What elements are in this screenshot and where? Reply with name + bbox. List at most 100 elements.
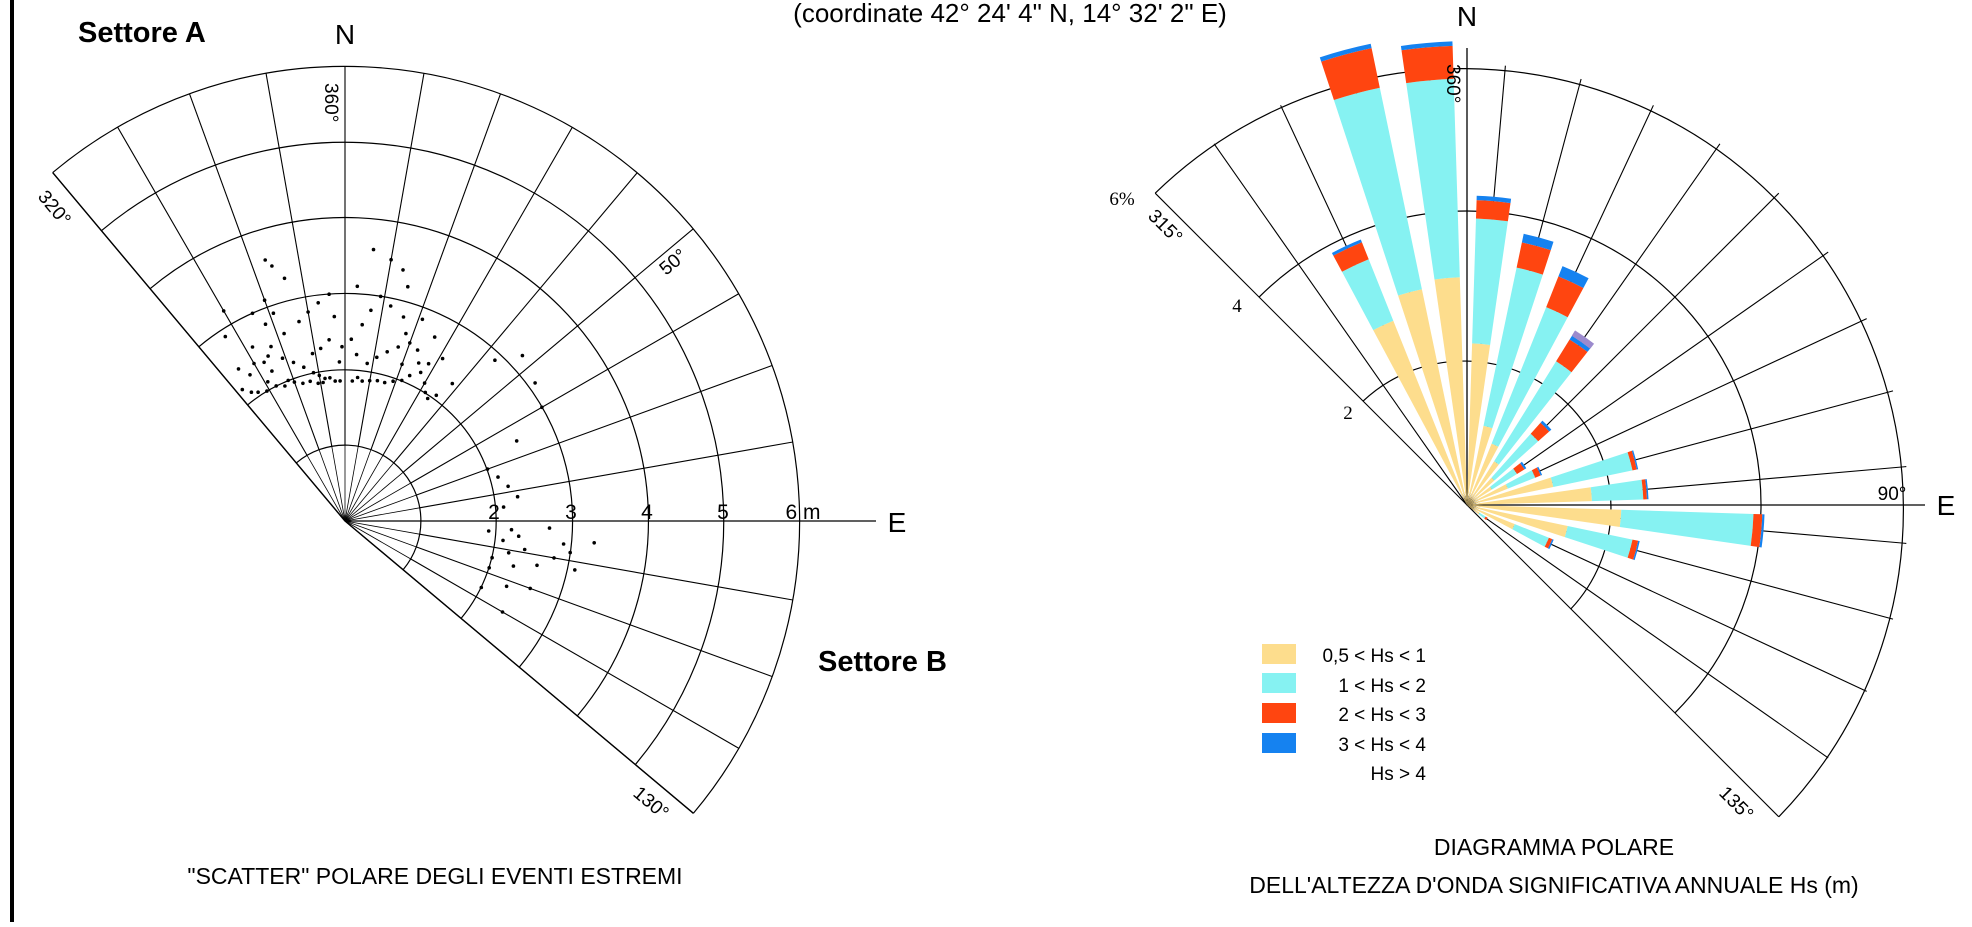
scatter-point (301, 381, 305, 386)
rose-bar-345-2 (1321, 48, 1380, 100)
right-east-label: E (1937, 490, 1956, 521)
scatter-point (401, 315, 406, 319)
rose-bar-125-1 (1478, 512, 1486, 519)
scatter-point (291, 360, 296, 365)
rose-bar-5-1 (1472, 218, 1508, 345)
left-inner-spoke-10 (344, 446, 359, 522)
scatter-point (318, 346, 323, 351)
scatter-point (573, 568, 577, 572)
left-ring-1 (295, 444, 422, 571)
left-inner-spoke-350 (331, 446, 346, 522)
scatter-point (271, 311, 276, 316)
left-angle-label-50: 50° (656, 245, 692, 280)
rose-bar-345-1 (1333, 87, 1422, 296)
scatter-point (479, 585, 484, 590)
scatter-point (514, 439, 519, 443)
scatter-point (515, 494, 520, 499)
scatter-point (400, 378, 404, 383)
rose-bar-65-2 (1531, 467, 1541, 478)
right-spoke-125 (1466, 504, 1829, 759)
rose-bar-15-3 (1521, 233, 1554, 251)
rose-bar-55-3 (1520, 461, 1527, 470)
scatter-point (568, 550, 572, 555)
rose-bar-95-0 (1467, 505, 1622, 527)
rose-bar-15-0 (1467, 425, 1493, 505)
scatter-point (337, 360, 342, 364)
scatter-point (391, 379, 395, 384)
rose-bar-115-3 (1548, 539, 1554, 550)
scatter-point (415, 348, 420, 352)
scatter-point (378, 294, 383, 299)
legend-item-1-2: 1 < Hs < 2 (1262, 673, 1426, 697)
scatter-point (487, 566, 492, 570)
scatter-point (404, 331, 408, 336)
rose-bar-55-0 (1467, 486, 1492, 505)
scatter-point (221, 309, 226, 313)
scatter-point (388, 304, 393, 308)
left-inner-spoke-340 (318, 449, 346, 522)
scatter-point (382, 380, 387, 385)
left-spoke-50 (402, 228, 694, 473)
scatter-point (282, 276, 287, 281)
scatter-point (223, 334, 228, 339)
scatter-point (327, 338, 331, 342)
scatter-point (354, 352, 359, 357)
scatter-point (426, 361, 431, 366)
right-angle-label-90: 90° (1878, 484, 1907, 505)
scatter-point (266, 354, 270, 358)
right-chart-title-line1: DIAGRAMMA POLARE (1434, 834, 1674, 860)
scatter-point (262, 360, 266, 365)
scatter-point (367, 378, 372, 383)
legend-swatch-1-2 (1262, 673, 1296, 693)
rose-bar-35-0 (1467, 461, 1499, 505)
left-inner-spoke-30 (344, 455, 384, 522)
scatter-point (547, 526, 552, 530)
left-angle-label-360: 360° (320, 83, 341, 122)
left-ring-6 (52, 65, 801, 814)
rose-bar-15-2 (1516, 242, 1551, 275)
left-east-label: E (888, 507, 907, 538)
left-inner-spoke-330 (306, 455, 346, 522)
left-inner-spoke-20 (344, 449, 372, 522)
rose-bar-105-3 (1633, 540, 1640, 561)
right-spoke-135 (1466, 504, 1780, 818)
left-inner-spoke-120 (344, 520, 411, 560)
coordinates-caption: (coordinate 42° 24' 4" N, 14° 32' 2" E) (793, 0, 1227, 28)
scatter-point (485, 467, 490, 471)
scatter-point (328, 376, 332, 380)
rose-bar-75-1 (1550, 452, 1633, 487)
rose-bar-25-2 (1546, 276, 1584, 318)
rose-bar-85-0 (1467, 487, 1592, 505)
scatter-point (535, 563, 539, 568)
rose-bar-5-2 (1476, 200, 1511, 222)
left-radial-label-5: 5 (717, 501, 729, 524)
scatter-point (250, 311, 255, 316)
scatter-point (434, 393, 439, 398)
scatter-point (396, 345, 401, 349)
rose-bar-355-2 (1401, 45, 1454, 84)
rose-bar-65-1 (1505, 470, 1536, 489)
right-radial-label-6pct: 6% (1109, 189, 1135, 210)
right-rose-bars (1319, 41, 1765, 561)
scatter-point (302, 365, 306, 370)
rose-bar-65-3 (1537, 466, 1543, 476)
scatter-point (520, 353, 525, 358)
scatter-point (389, 257, 393, 262)
scatter-point (349, 337, 354, 342)
rose-bar-355-3 (1400, 41, 1453, 51)
scatter-point (350, 379, 355, 383)
legend-swatch-3-4 (1262, 733, 1296, 753)
rose-bar-335-1 (1342, 259, 1394, 331)
scatter-point (432, 335, 437, 339)
left-spoke-40 (393, 172, 638, 464)
scatter-point (240, 387, 245, 392)
scatter-point (283, 384, 287, 388)
legend-item-2-3: 2 < Hs < 3 (1262, 703, 1426, 726)
scatter-point (333, 379, 338, 383)
right-chart-title-line2: DELL'ALTEZZA D'ONDA SIGNIFICATIVA ANNUAL… (1249, 872, 1858, 898)
legend-swatch-05-1 (1262, 644, 1296, 664)
scatter-point (401, 268, 405, 272)
left-ring-4 (149, 216, 650, 717)
right-radial-label-2: 2 (1343, 403, 1353, 424)
rose-bar-335-2 (1333, 242, 1369, 272)
